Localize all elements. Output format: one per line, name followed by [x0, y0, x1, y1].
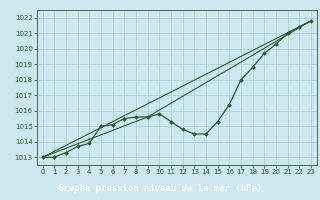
Text: Graphe pression niveau de la mer (hPa): Graphe pression niveau de la mer (hPa): [58, 184, 262, 193]
